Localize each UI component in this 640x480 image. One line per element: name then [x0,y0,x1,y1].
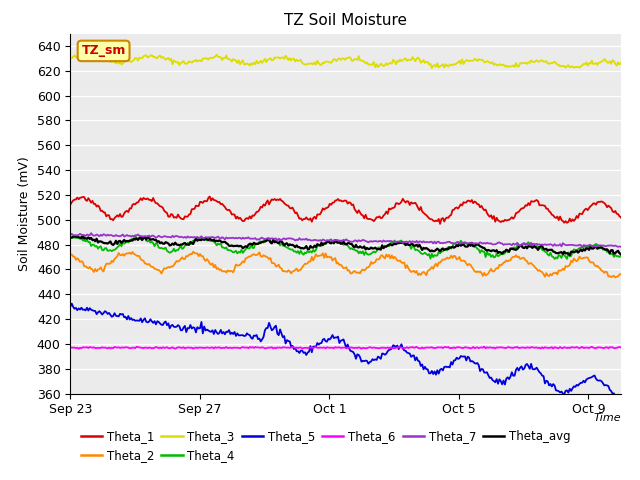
Text: Time: Time [593,413,621,423]
Text: TZ_sm: TZ_sm [81,44,126,58]
Y-axis label: Soil Moisture (mV): Soil Moisture (mV) [18,156,31,271]
Title: TZ Soil Moisture: TZ Soil Moisture [284,13,407,28]
Legend: Theta_1, Theta_2, Theta_3, Theta_4, Theta_5, Theta_6, Theta_7, Theta_avg: Theta_1, Theta_2, Theta_3, Theta_4, Thet… [76,426,575,467]
